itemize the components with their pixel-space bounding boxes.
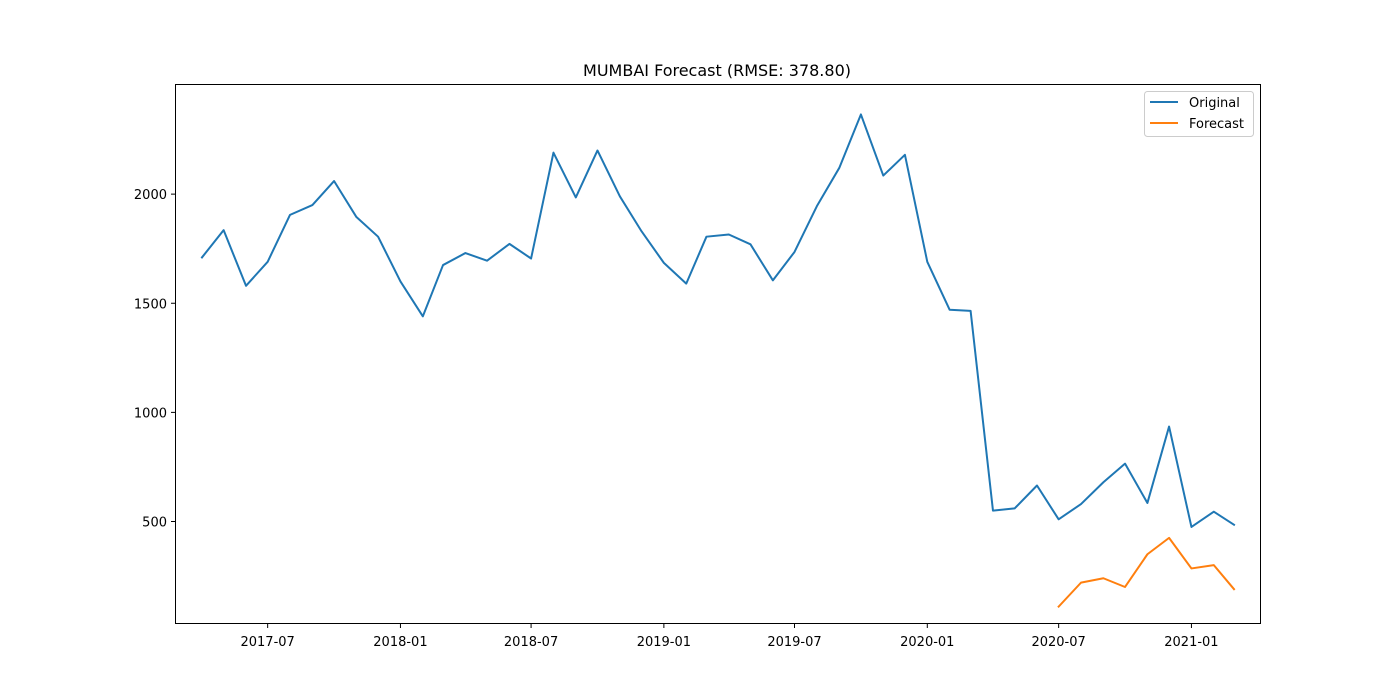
legend-label-original: Original (1189, 96, 1240, 111)
series-line-original (200, 113, 1236, 528)
x-tick-label: 2017-07 (240, 635, 294, 650)
legend: Original Forecast (1144, 91, 1254, 137)
x-tick-label: 2021-01 (1164, 635, 1218, 650)
y-tick-label: 500 (142, 516, 167, 531)
x-axis: 2017-07 2018-01 2018-07 2019-01 2019-07 2020-… (240, 623, 1219, 650)
x-tick-label: 2019-07 (767, 635, 821, 650)
x-tick-label: 2018-07 (504, 635, 558, 650)
x-tick-label: 2019-01 (637, 635, 691, 650)
y-axis: 500 1000 1500 2000 (134, 188, 176, 531)
y-tick-label: 1000 (134, 406, 167, 421)
x-tick-label: 2020-01 (900, 635, 954, 650)
chart-title: MUMBAI Forecast (RMSE: 378.80) (583, 61, 851, 80)
x-tick-label: 2018-01 (373, 635, 427, 650)
y-tick-label: 1500 (134, 297, 167, 312)
y-tick-label: 2000 (134, 188, 167, 203)
series-layer (200, 113, 1236, 609)
plot-frame (175, 84, 1261, 624)
series-line-forecast (1057, 536, 1236, 609)
legend-label-forecast: Forecast (1189, 117, 1244, 132)
x-tick-label: 2020-07 (1031, 635, 1085, 650)
